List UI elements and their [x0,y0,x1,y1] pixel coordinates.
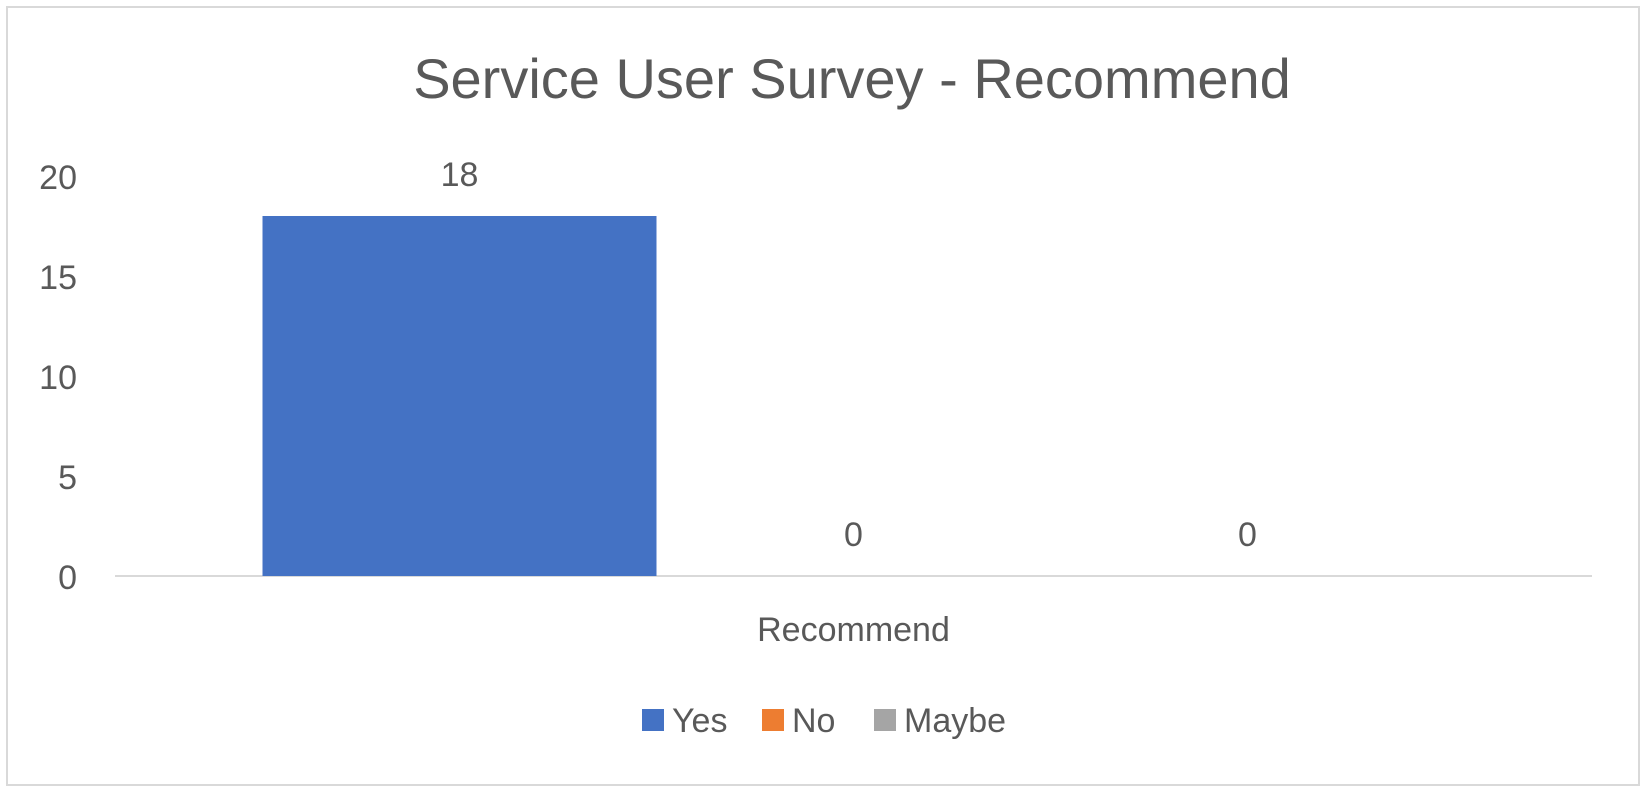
data-labels-group: 180 0 [441,156,1257,554]
bars-group [262,216,657,576]
data-label-no: 0 [844,516,863,554]
data-label-yes: 18 [441,156,479,194]
bar-yes [262,216,657,576]
legend-label-yes: Yes [672,702,727,740]
legend-label-maybe: Maybe [904,702,1006,740]
y-tick-label: 0 [58,559,77,597]
y-tick-label: 15 [39,259,77,297]
x-axis-categories: Recommend [757,611,950,649]
y-tick-label: 10 [39,359,77,397]
data-label-maybe: 0 [1238,516,1257,554]
legend: Yes No Maybe [642,702,1006,740]
x-category-label: Recommend [757,611,950,649]
legend-label-no: No [792,702,835,740]
chart-title: Service User Survey - Recommend [413,47,1291,110]
legend-swatch-no [762,709,784,731]
y-axis-ticks: 0 5 10 15 20 [39,159,77,597]
legend-swatch-maybe [874,709,896,731]
y-tick-label: 20 [39,159,77,197]
y-tick-label: 5 [58,459,77,497]
legend-swatch-yes [642,709,664,731]
